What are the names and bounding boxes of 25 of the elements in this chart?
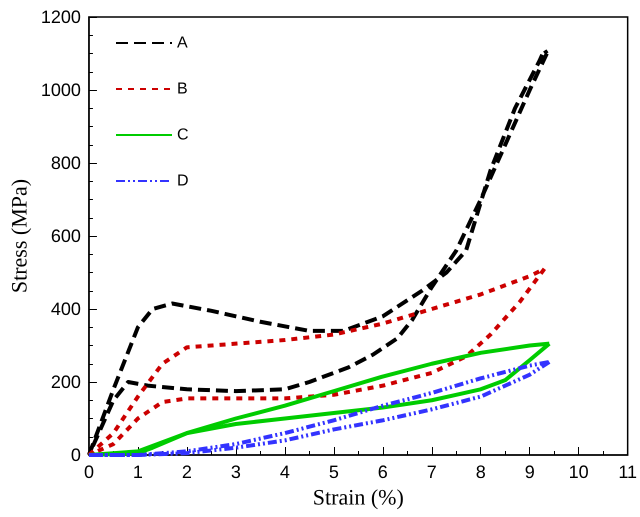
x-axis-title: Strain (%) xyxy=(312,484,404,510)
x-tick-label: 3 xyxy=(230,462,241,482)
legend-label: C xyxy=(177,126,189,144)
y-tick-label: 800 xyxy=(50,153,81,173)
x-tick-label: 0 xyxy=(84,462,94,482)
x-tick-label: 5 xyxy=(328,462,339,482)
y-axis-title: Stress (MPa) xyxy=(6,178,32,294)
y-tick-label: 1000 xyxy=(40,80,81,100)
y-tick-label: 200 xyxy=(50,372,81,392)
x-tick-label: 10 xyxy=(568,462,589,482)
x-tick-label: 6 xyxy=(378,462,388,482)
y-tick-label: 400 xyxy=(50,299,81,319)
legend-label: B xyxy=(177,80,188,98)
x-tick-label: 2 xyxy=(182,462,192,482)
x-tick-label: 8 xyxy=(476,462,486,482)
x-tick-label: 4 xyxy=(280,462,290,482)
x-tick-label: 1 xyxy=(132,462,143,482)
y-tick-label: 0 xyxy=(70,445,81,465)
legend-label: D xyxy=(177,172,189,190)
y-tick-label: 1200 xyxy=(40,7,81,27)
x-tick-label: 9 xyxy=(524,462,535,482)
x-tick-label: 7 xyxy=(426,462,437,482)
x-tick-label: 11 xyxy=(618,462,637,482)
y-tick-label: 600 xyxy=(50,226,81,246)
legend-label: A xyxy=(177,34,188,52)
